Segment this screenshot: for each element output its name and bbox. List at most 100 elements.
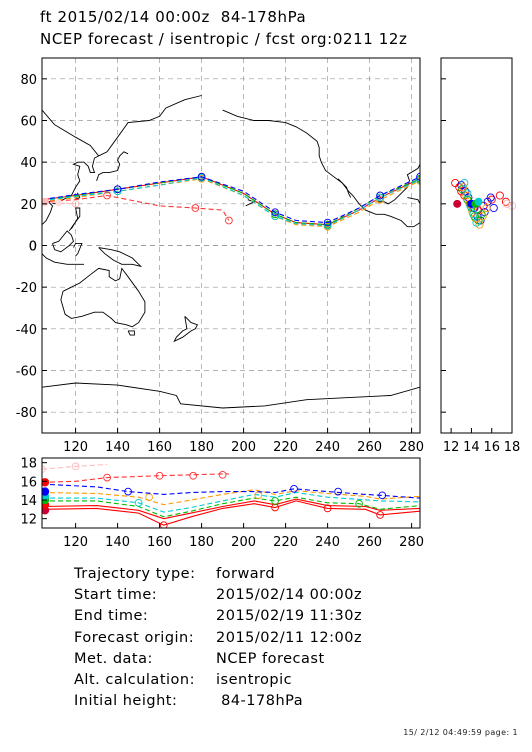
map-series-4-point-4 xyxy=(197,172,206,181)
map-series-4-point-8 xyxy=(323,218,332,227)
map-ytick-label--40: -40 xyxy=(16,323,37,338)
map-xtick-label-160: 160 xyxy=(147,440,172,455)
map-xtick-label-120: 120 xyxy=(63,440,88,455)
height-xtick-label-240: 240 xyxy=(315,535,340,550)
coastline-9 xyxy=(73,242,83,257)
height-series-line-0 xyxy=(42,500,420,526)
map-xtick-label-260: 260 xyxy=(357,440,382,455)
height-series-5-marker-0 xyxy=(124,487,132,496)
height-series-6-marker-2 xyxy=(189,471,198,480)
height-start-marker-4 xyxy=(42,487,50,496)
side-series-0-point-2 xyxy=(457,187,466,196)
coastline-18 xyxy=(42,382,420,409)
header-line-1: ft 2015/02/14 00:00z 84-178hPa xyxy=(40,8,307,26)
map-ytick-label-80: 80 xyxy=(20,73,37,88)
coastlines xyxy=(42,95,420,409)
coastline-13 xyxy=(173,315,199,343)
coastline-16 xyxy=(375,164,420,205)
info-row-met-data: Met. data: NCEP forecast xyxy=(74,650,325,667)
map-ytick-label-0: 0 xyxy=(29,240,37,255)
side-series-1-point-8 xyxy=(483,197,492,206)
coastline-15 xyxy=(337,178,352,198)
map-series-3-point-6 xyxy=(271,212,279,221)
map-ytick-label--60: -60 xyxy=(16,365,37,380)
trajectory-charts: 80 60 40 200 -20 -40 -60 -80 0 120 140 160 180 200 220… xyxy=(16,57,521,550)
height-series-7-marker-0 xyxy=(42,465,46,474)
height-panel: 18 16 14 12 120 140 160 180 200 220 240 260 280 xyxy=(20,457,424,550)
map-series-5-point-6 xyxy=(225,216,233,225)
map-series-line-4 xyxy=(42,176,420,224)
height-xtick-label-280: 280 xyxy=(399,535,424,550)
height-series-0-marker-3 xyxy=(376,511,384,519)
map-xtick-label-220: 220 xyxy=(273,440,298,455)
height-xtick-label-120: 120 xyxy=(63,535,88,550)
map-series-line-5 xyxy=(42,194,230,221)
height-series-line-3 xyxy=(42,491,420,513)
side-series-1-point-6 xyxy=(476,216,485,225)
map-series-3-point-11 xyxy=(416,176,420,184)
height-ytick-label-14: 14 xyxy=(20,494,37,509)
side-series-0-point-10 xyxy=(495,191,504,200)
map-trajectories xyxy=(42,172,420,231)
side-series-0-point-9 xyxy=(487,195,496,204)
height-series-group xyxy=(42,462,420,528)
side-start-marker-3 xyxy=(474,197,483,206)
height-series-line-6 xyxy=(42,473,229,483)
info-row-forecast-origin: Forecast origin: 2015/02/11 12:00z xyxy=(74,629,363,646)
map-xtick-label-140: 140 xyxy=(105,440,130,455)
side-series-4-point-0 xyxy=(460,178,469,188)
map-series-3-point-2 xyxy=(113,187,122,196)
height-xtick-label-160: 160 xyxy=(147,535,172,550)
height-xtick-label-220: 220 xyxy=(273,535,298,550)
side-series-4-point-4 xyxy=(472,218,481,227)
map-start-marker-2 xyxy=(55,199,63,207)
map-xtick-label-280: 280 xyxy=(399,440,424,455)
side-series-2-point-1 xyxy=(462,191,471,200)
height-ytick-label-12: 12 xyxy=(20,513,37,528)
side-series-4-point-1 xyxy=(463,189,472,198)
height-xtick-label-140: 140 xyxy=(105,535,130,550)
info-row-start-time: Start time: 2015/02/14 00:00z xyxy=(74,587,363,604)
height-ytick-label-16: 16 xyxy=(20,475,37,490)
coastline-11 xyxy=(60,267,146,328)
height-series-6-marker-0 xyxy=(103,473,111,482)
coastline-14 xyxy=(222,109,420,228)
coastline-7 xyxy=(42,253,84,265)
footer-timestamp: 15/ 2/12 04:49:59 page: 1 xyxy=(403,728,518,737)
map-xtick-label-180: 180 xyxy=(189,440,214,455)
coastline-2 xyxy=(96,151,129,182)
map-ytick-label-60: 60 xyxy=(20,115,37,130)
height-series-0-marker-2 xyxy=(323,504,332,513)
height-xtick-label-180: 180 xyxy=(189,535,214,550)
map-xtick-label-200: 200 xyxy=(231,440,256,455)
map-series-line-1 xyxy=(42,178,420,228)
map-series-line-3 xyxy=(42,177,420,227)
coastline-10 xyxy=(98,247,143,268)
map-series-4-point-11 xyxy=(416,172,420,181)
height-series-6-marker-3 xyxy=(218,470,227,479)
side-series-5-point-0 xyxy=(502,199,511,208)
side-series-2-point-6 xyxy=(478,212,487,221)
map-series-5-point-2 xyxy=(103,191,111,200)
header-line-2: NCEP forecast / isentropic / fcst org:02… xyxy=(40,30,408,48)
map-ytick-label--80: -80 xyxy=(16,406,37,421)
map-xtick-label-240: 240 xyxy=(315,440,340,455)
height-series-line-1 xyxy=(42,498,420,520)
map-series-4-point-10 xyxy=(376,191,384,200)
side-series-4-point-3 xyxy=(469,210,478,219)
height-start-marker-5 xyxy=(42,478,50,487)
side-xtick-label-14: 14 xyxy=(463,440,480,455)
height-series-0-marker-0 xyxy=(159,521,168,528)
side-series-0-point-0 xyxy=(451,178,460,188)
side-xtick-label-12: 12 xyxy=(443,440,460,455)
height-series-4-marker-0 xyxy=(145,493,153,502)
coastline-12 xyxy=(127,330,135,336)
height-xtick-label-200: 200 xyxy=(231,535,256,550)
height-series-5-marker-1 xyxy=(290,484,298,493)
side-xtick-label-18: 18 xyxy=(504,440,521,455)
height-series-line-7 xyxy=(42,463,108,470)
height-series-2-marker-1 xyxy=(355,499,363,508)
side-xtick-label-16: 16 xyxy=(483,440,500,455)
